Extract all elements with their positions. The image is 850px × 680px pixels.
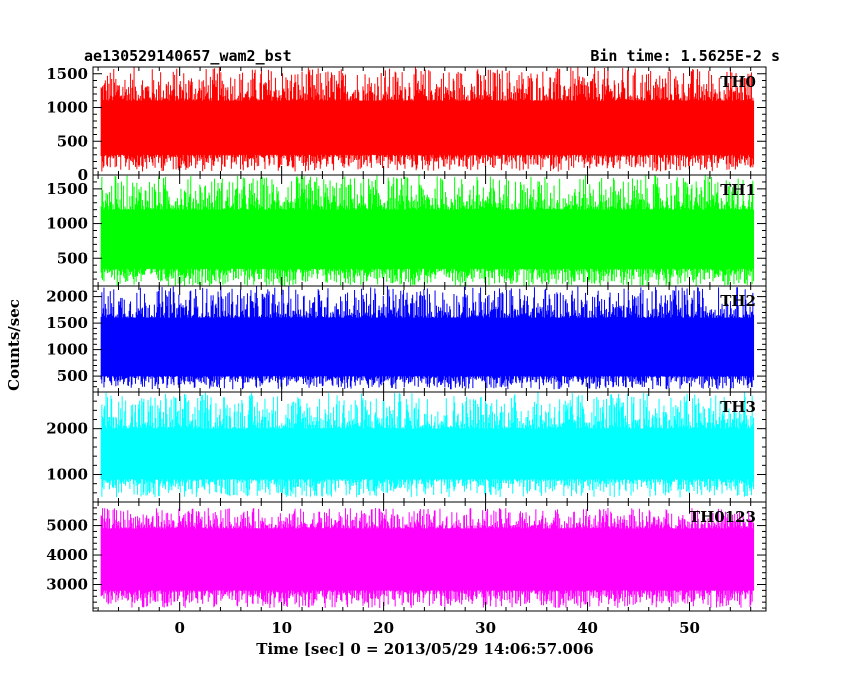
y-tick-label: 1500 bbox=[46, 314, 88, 332]
y-tick-label: 500 bbox=[57, 132, 88, 150]
y-tick-label: 1000 bbox=[46, 341, 88, 359]
series-line-th1 bbox=[100, 175, 755, 286]
y-tick-label: 2000 bbox=[46, 288, 88, 306]
panel-label-th2: TH2 bbox=[720, 292, 756, 310]
y-tick-label: 1000 bbox=[46, 215, 88, 233]
panel-label-th0123: TH0123 bbox=[689, 508, 756, 526]
panel-th1: 500 1000 1500 TH1 bbox=[46, 174, 767, 287]
x-tick-label: 10 bbox=[271, 619, 292, 637]
y-tick-label: 1000 bbox=[46, 466, 88, 484]
y-tick-label: 500 bbox=[57, 367, 88, 385]
y-tick-label: 1500 bbox=[46, 65, 88, 83]
panel-label-th1: TH1 bbox=[720, 181, 756, 199]
y-tick-label: 2000 bbox=[46, 420, 88, 438]
y-tick-label: 5000 bbox=[46, 517, 88, 535]
series-line-th0 bbox=[100, 67, 755, 172]
y-tick-label: 0 bbox=[78, 166, 88, 184]
panel-label-th3: TH3 bbox=[720, 398, 756, 416]
y-axis-label: Counts/sec bbox=[5, 299, 23, 391]
series-line-th2 bbox=[100, 286, 755, 390]
x-tick-label: 30 bbox=[475, 619, 496, 637]
panel-label-th0: TH0 bbox=[720, 73, 756, 91]
panel-th0123: 3000 4000 5000 TH0123 bbox=[46, 501, 767, 612]
panel-th0: 0 500 1000 1500 TH0 bbox=[46, 65, 767, 184]
x-axis-label: Time [sec] 0 = 2013/05/29 14:06:57.006 bbox=[256, 640, 593, 658]
y-tick-label: 1000 bbox=[46, 99, 88, 117]
y-tick-label: 3000 bbox=[46, 575, 88, 593]
y-tick-label: 4000 bbox=[46, 546, 88, 564]
x-tick-label: 40 bbox=[577, 619, 598, 637]
chart-title: ae130529140657_wam2_bst bbox=[84, 47, 292, 65]
y-tick-label: 1500 bbox=[46, 180, 88, 198]
y-tick-label: 500 bbox=[57, 249, 88, 267]
bin-time-label: Bin time: 1.5625E-2 s bbox=[590, 47, 780, 65]
x-tick-label: 50 bbox=[679, 619, 700, 637]
series-line-th3 bbox=[100, 392, 755, 498]
series-line-th0123 bbox=[100, 507, 755, 608]
x-tick-label: 0 bbox=[174, 619, 184, 637]
panel-frame-th0123 bbox=[92, 501, 767, 612]
x-tick-label: 20 bbox=[373, 619, 394, 637]
panel-th2: 500 1000 1500 2000 TH2 bbox=[46, 285, 767, 393]
panel-th3: 1000 2000 TH3 bbox=[46, 391, 767, 503]
